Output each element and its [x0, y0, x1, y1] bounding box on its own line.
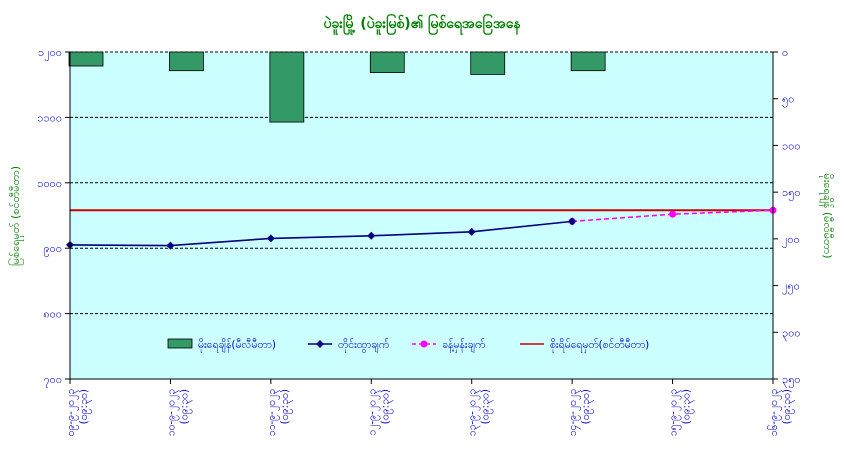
y-left-tick-label: ၁၂၀၀: [38, 46, 62, 61]
legend-marker: [420, 340, 428, 348]
x-tick-label: ၁၀-၉-၂၀၂၃(၀၉:၃၀): [165, 389, 192, 437]
y-left-tick-label: ၁၀၀၀: [37, 177, 62, 190]
rainfall-bars: [68, 51, 606, 123]
x-tick-label: ၁၃-၉-၂၀၂၃(၀၉:၃၀): [467, 389, 494, 437]
y-axis-left-label: မြစ်ရေမှတ် (စင်တီမီတာ): [8, 166, 24, 266]
measured-point: [367, 231, 376, 240]
measured-point: [467, 227, 476, 236]
y-right-tick-label: ၂၀၀: [782, 233, 800, 248]
legend-label: ခန့်မှန်းချက်: [442, 338, 485, 353]
x-tick-label: ၁၆-၉-၂၀၂၃(၀၉:၃၀): [767, 389, 795, 437]
y-right-tick-label: ၁၅၀: [782, 186, 801, 201]
y-right-tick-label: ၁၀၀: [782, 139, 801, 152]
chart-title: ပဲခူးမြို့ (ပဲခူးမြစ်)၏ မြစ်ရေအခြေအနေ: [323, 14, 521, 35]
y-left-tick-label: ၁၁၀၀: [37, 111, 62, 124]
measured-point: [568, 217, 577, 226]
x-tick-label: ၁၄-၉-၂၀၂၃(၀၉:၃၀): [567, 389, 594, 437]
series-lines: [66, 206, 777, 250]
y-axis-right-label: မိုးရေချိန် (မီလီမီတာ): [819, 173, 834, 258]
rain-bar: [269, 51, 305, 123]
rain-bar: [470, 51, 506, 75]
legend-label: တိုင်းထွာချက်: [338, 338, 389, 353]
x-tick-label: ၁၅-၉-၂၀၂၃(၀၉:၃၀): [668, 389, 695, 437]
measured-point: [266, 234, 275, 243]
measured-line: [69, 220, 573, 247]
measured-point: [166, 241, 175, 250]
y-left-tick-label: ၉၀၀: [43, 242, 62, 257]
y-right-tick-label: ၃၅၀: [782, 373, 801, 388]
forecast-point: [669, 210, 677, 218]
x-tick-label: ၁၂-၉-၂၀၂၃(၀၉:၃၀): [366, 389, 393, 436]
y-right-tick-label: ၂၅၀: [782, 280, 800, 295]
plot-area: [70, 52, 773, 379]
y-right-tick-label: ၅၀: [782, 93, 794, 108]
y-right-tick-label: ၀: [782, 46, 788, 59]
rain-bar: [68, 51, 104, 67]
rain-bar: [169, 51, 204, 72]
legend-marker: [316, 340, 324, 348]
x-tick-label: ၁၁-၉-၂၀၂၃(၀၉:၃၀): [266, 389, 293, 437]
y-left-tick-label: ၇၀၀: [43, 373, 62, 388]
axes: ၇၀၀ ၈၀၀ ၉၀၀ ၁၀၀၀ ၁၁၀၀ ၁၂၀၀ ၀၅၀၁၀၀၁၅၀၂၀၀၂၅၀၃၀၀၃…: [37, 46, 800, 436]
rain-bar: [369, 51, 405, 73]
x-tick-label: ၀၉-၉-၂၀၂၃(၀၉:၃၀): [65, 389, 92, 437]
y-right-tick-label: ၃၀၀: [782, 326, 801, 341]
y-left-tick-label: ၈၀၀: [43, 308, 62, 321]
legend-swatch-rain: [167, 338, 193, 349]
legend-label: စိုးရိမ်ရေမှတ်(စင်တီမီတာ): [550, 338, 649, 353]
rain-bar: [570, 51, 606, 72]
gridlines: [70, 51, 773, 315]
legend: မိုးရေချိန်(မီလီမီတာ) တိုင်းထွာချက် ခန့်မှ…: [167, 338, 649, 353]
legend-label: မိုးရေချိန်(မီလီမီတာ): [198, 338, 276, 353]
